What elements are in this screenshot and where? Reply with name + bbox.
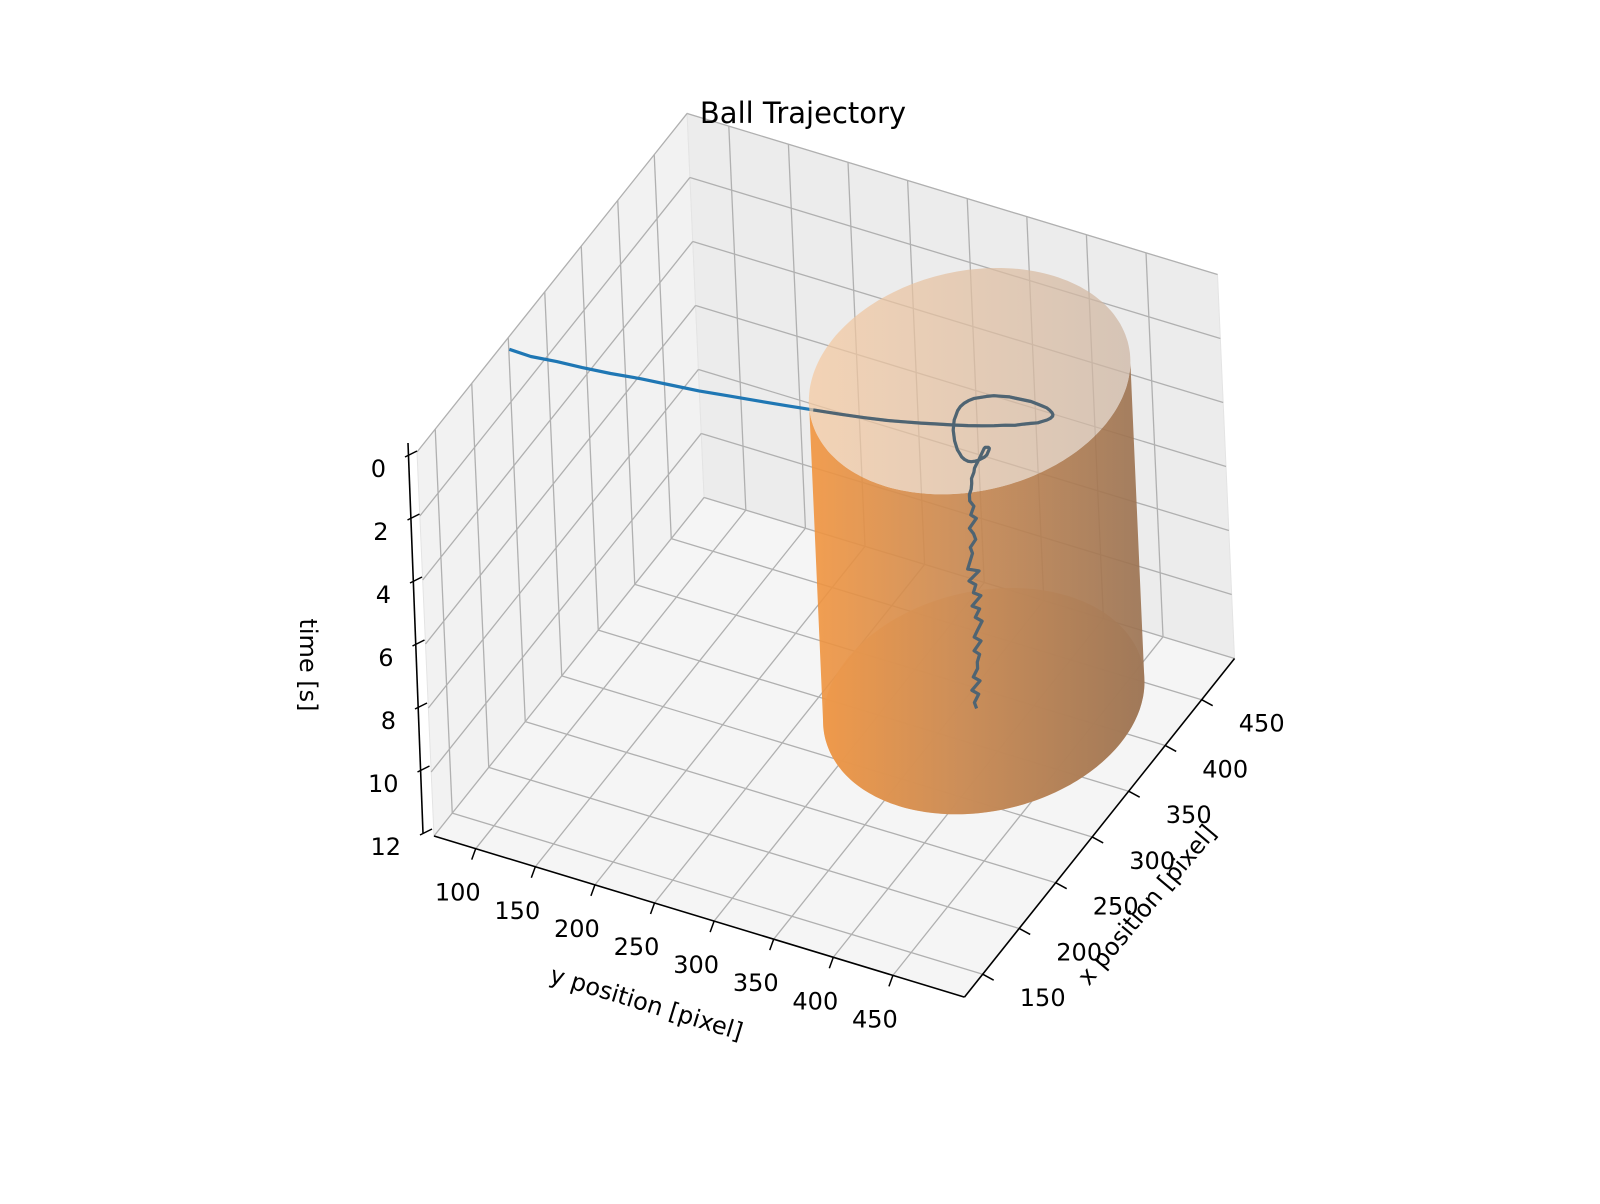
x-tick-mark — [982, 973, 995, 981]
y-tick-label: 350 — [733, 969, 779, 997]
grid-floor-x — [488, 766, 1020, 930]
x-tick-label: 450 — [1239, 710, 1285, 738]
grid-back-z — [689, 176, 1221, 340]
z-tick-label: 2 — [373, 518, 388, 546]
z-tick-mark — [412, 639, 425, 647]
y-tick-mark — [530, 866, 537, 879]
axis-lines — [407, 442, 1236, 998]
z-tick-mark — [419, 828, 433, 836]
cylinder-front — [808, 268, 1145, 815]
z-tick-mark — [407, 513, 420, 521]
y-tick-label: 450 — [852, 1005, 898, 1033]
y-tick-label: 100 — [435, 879, 481, 907]
z-tick-mark — [409, 576, 423, 584]
x-tick-label: 250 — [1093, 893, 1139, 921]
grid-left-z — [427, 369, 699, 709]
y-tick-mark — [590, 884, 596, 897]
grid-left-z — [424, 305, 697, 645]
y-tick-label: 400 — [792, 987, 838, 1015]
x-tick-label: 350 — [1166, 801, 1212, 829]
z-tick-mark — [404, 450, 418, 458]
x-tick-label: 150 — [1020, 984, 1066, 1012]
y-tick-label: 250 — [614, 933, 660, 961]
cylinder-side — [808, 362, 1145, 815]
x-tick-label: 400 — [1202, 755, 1248, 783]
grid-floor-y — [475, 509, 747, 850]
z-tick-mark — [414, 702, 428, 710]
grid-floor-x — [525, 721, 1056, 884]
grid-floor-y — [534, 527, 806, 868]
z-tick-label: 6 — [378, 644, 393, 672]
tick-layer: 0 2 4 6 8 10 12 100 150 200 250 300 350 400 450 150 200 2… — [368, 450, 1285, 1033]
y-tick-label: 150 — [494, 897, 540, 925]
z-tick-label: 8 — [381, 707, 396, 735]
chart-title: Ball Trajectory — [700, 96, 906, 130]
z-axis-label: time [s] — [294, 618, 322, 711]
y-tick-label: 200 — [554, 915, 600, 943]
grid-left-z — [430, 433, 702, 773]
grid-floor-x — [452, 812, 983, 975]
x-tick-mark — [1201, 699, 1214, 707]
y-tick-mark — [709, 920, 715, 933]
z-tick-label: 12 — [370, 833, 401, 861]
grid-left-z — [419, 177, 691, 517]
x-tick-label: 200 — [1056, 938, 1102, 966]
x-tick-mark — [1055, 882, 1068, 890]
y-tick-mark — [888, 975, 894, 987]
y-tick-mark — [828, 957, 835, 969]
grid-back-z — [686, 112, 1218, 276]
y-tick-label: 300 — [673, 951, 719, 979]
z-tick-label: 0 — [371, 455, 386, 483]
y-tick-mark — [769, 938, 775, 951]
z-axis-line — [407, 442, 424, 834]
z-tick-label: 4 — [376, 581, 391, 609]
x-tick-mark — [1164, 744, 1177, 753]
grid-floor-x — [561, 675, 1093, 838]
cylinder-top-cap — [808, 268, 1131, 495]
x-tick-mark — [1018, 927, 1031, 936]
x-tick-label: 300 — [1129, 847, 1175, 875]
z-tick-label: 10 — [368, 770, 399, 798]
grid-left-z — [433, 497, 705, 837]
grid-left-z — [422, 241, 694, 581]
x-tick-mark — [1128, 790, 1141, 798]
z-tick-mark — [417, 765, 430, 773]
y-tick-mark — [649, 902, 656, 915]
x-axis-line — [963, 658, 1236, 998]
y-axis-line — [433, 835, 965, 998]
grid-left-z — [416, 113, 688, 453]
trajectory-inside-line — [813, 394, 1055, 709]
y-tick-mark — [471, 848, 477, 860]
x-tick-mark — [1091, 836, 1104, 844]
